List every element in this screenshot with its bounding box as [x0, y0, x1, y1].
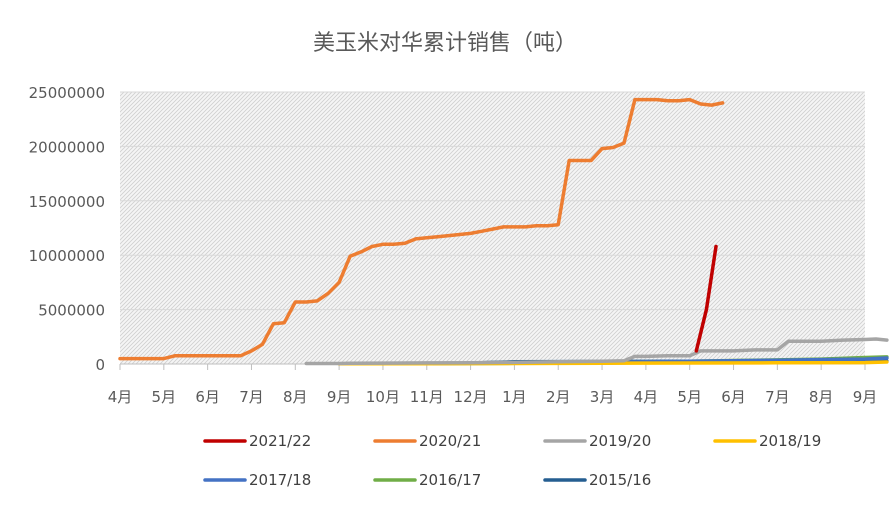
x-tick-label: 4月: [108, 388, 133, 406]
legend: 2021/22 2020/21 2019/20 2018/19 2017/18 2016/…: [203, 432, 821, 489]
x-tick-label: 6月: [721, 388, 746, 406]
x-tick-label: 6月: [195, 388, 220, 406]
legend-item-2019-20: 2019/20: [543, 432, 651, 450]
x-tick-label: 11月: [410, 388, 444, 406]
y-tick-label: 20000000: [29, 138, 105, 156]
y-tick-label: 15000000: [29, 193, 105, 211]
x-tick-label: 5月: [152, 388, 177, 406]
legend-label: 2020/21: [419, 432, 481, 450]
series-lines: [118, 97, 889, 366]
x-tick-label: 8月: [283, 388, 308, 406]
series-line-2021-22: [694, 244, 718, 353]
x-tick-label: 7月: [239, 388, 264, 406]
x-tick-label: 8月: [809, 388, 834, 406]
x-tick-label: 2月: [546, 388, 571, 406]
legend-item-2016-17: 2016/17: [373, 471, 481, 489]
x-tick-label: 1月: [502, 388, 527, 406]
x-tick-label: 7月: [765, 388, 790, 406]
series-line-2019-20: [304, 337, 889, 366]
legend-item-2017-18: 2017/18: [203, 471, 311, 489]
x-tick-label: 3月: [590, 388, 615, 406]
x-tick-label: 5月: [677, 388, 702, 406]
legend-item-2018-19: 2018/19: [713, 432, 821, 450]
series-line-2020-21: [118, 97, 725, 361]
legend-label: 2017/18: [249, 471, 311, 489]
x-axis-ticks: 4月 5月 6月 7月 8月 9月 10月 11月 12月 1月 2月 3月 4月 5月 6月 7月 8月 9月: [108, 363, 878, 406]
chart-title: 美玉米对华累计销售（吨）: [313, 31, 577, 56]
legend-label: 2015/16: [589, 471, 651, 489]
y-tick-label: 5000000: [38, 302, 105, 320]
x-tick-label: 10月: [366, 388, 400, 406]
y-tick-label: 0: [95, 356, 105, 374]
legend-label: 2019/20: [589, 432, 651, 450]
y-tick-label: 10000000: [29, 247, 105, 265]
x-tick-label: 9月: [327, 388, 352, 406]
legend-item-2020-21: 2020/21: [373, 432, 481, 450]
x-tick-label: 12月: [454, 388, 488, 406]
legend-label: 2021/22: [249, 432, 311, 450]
x-tick-label: 9月: [853, 388, 878, 406]
x-tick-label: 4月: [634, 388, 659, 406]
legend-label: 2016/17: [419, 471, 481, 489]
legend-label: 2018/19: [759, 432, 821, 450]
y-tick-label: 25000000: [29, 84, 105, 102]
legend-item-2015-16: 2015/16: [543, 471, 651, 489]
y-axis-ticks: 0 5000000 10000000 15000000 20000000 25000000: [29, 84, 105, 374]
legend-item-2021-22: 2021/22: [203, 432, 311, 450]
